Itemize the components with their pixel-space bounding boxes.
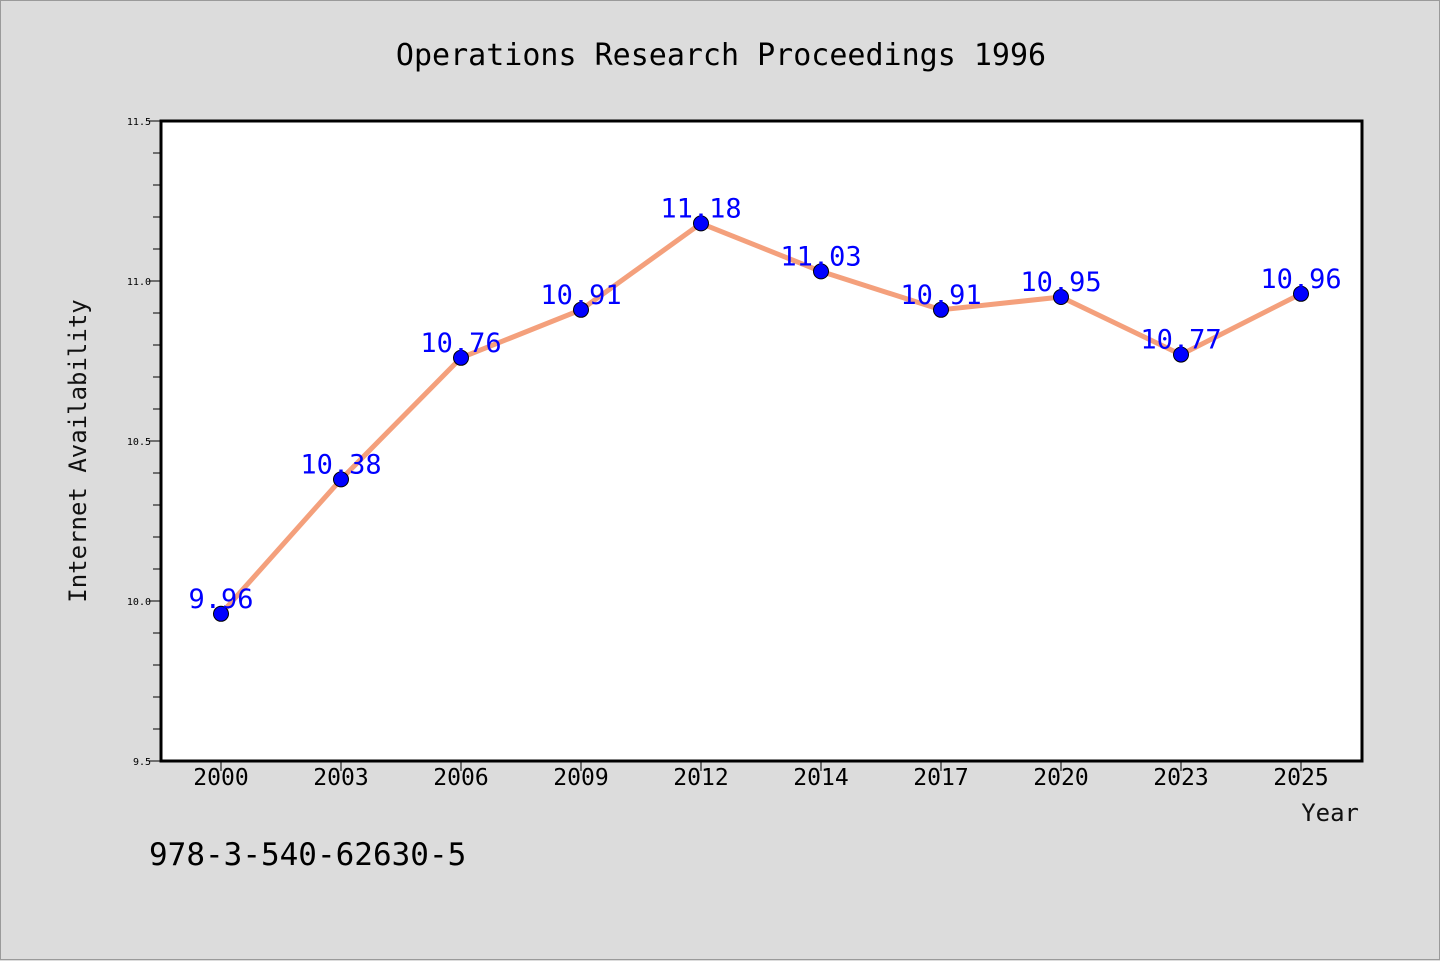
x-tick-label: 2023	[1153, 765, 1208, 791]
x-tick-label: 2009	[553, 765, 608, 791]
y-axis-title: Internet Availability	[64, 299, 92, 602]
x-tick-label: 2012	[673, 765, 728, 791]
x-tick-label: 2000	[193, 765, 248, 791]
data-point	[1293, 285, 1309, 302]
data-point	[1173, 346, 1189, 363]
series-line	[218, 220, 1304, 617]
x-tick-label: 2006	[433, 765, 488, 791]
data-markers	[213, 215, 1309, 622]
data-label: 10.77	[1140, 325, 1221, 356]
data-point	[693, 215, 709, 232]
y-axis-ticks: 9.5 10.0 10.5 11.0 11.5	[127, 117, 161, 768]
data-point	[213, 605, 229, 622]
data-label: 10.76	[420, 328, 501, 359]
x-tick-label: 2020	[1033, 765, 1088, 791]
plot-area	[159, 119, 1364, 763]
x-axis-ticks: 2000 2003 2006 2009 2012 2014 2017 2020 2023 2025	[193, 761, 1329, 791]
data-point	[1053, 289, 1069, 305]
x-axis-title: Year	[1301, 799, 1359, 827]
x-tick-label: 2003	[313, 765, 368, 791]
data-point	[573, 301, 589, 318]
data-labels: 9.96 10.38 10.76 10.91 11.18 11.03 10.91 10.95 1…	[188, 193, 1341, 614]
data-label: 10.38	[300, 449, 381, 480]
data-label: 11.18	[660, 193, 741, 224]
y-tick-label: 9.5	[133, 757, 151, 768]
data-label: 9.96	[188, 584, 253, 615]
x-tick-label: 2014	[793, 765, 848, 791]
x-tick-label: 2025	[1273, 765, 1328, 791]
data-point	[813, 263, 829, 280]
y-tick-label: 10.0	[127, 597, 151, 608]
data-label: 11.03	[780, 241, 861, 272]
data-label: 10.91	[540, 280, 621, 311]
data-label: 10.96	[1260, 264, 1341, 295]
isbn-footer: 978-3-540-62630-5	[149, 837, 466, 873]
y-tick-label: 11.0	[127, 277, 151, 288]
data-point	[933, 301, 949, 318]
data-point	[333, 471, 349, 488]
y-tick-label: 11.5	[127, 117, 151, 128]
data-label: 10.95	[1020, 267, 1101, 298]
data-point	[453, 349, 469, 366]
series-line-group	[218, 220, 1304, 617]
x-tick-label: 2017	[913, 765, 968, 791]
y-tick-label: 10.5	[127, 437, 151, 448]
data-label: 10.91	[900, 280, 981, 311]
chart-title: Operations Research Proceedings 1996	[396, 38, 1046, 73]
